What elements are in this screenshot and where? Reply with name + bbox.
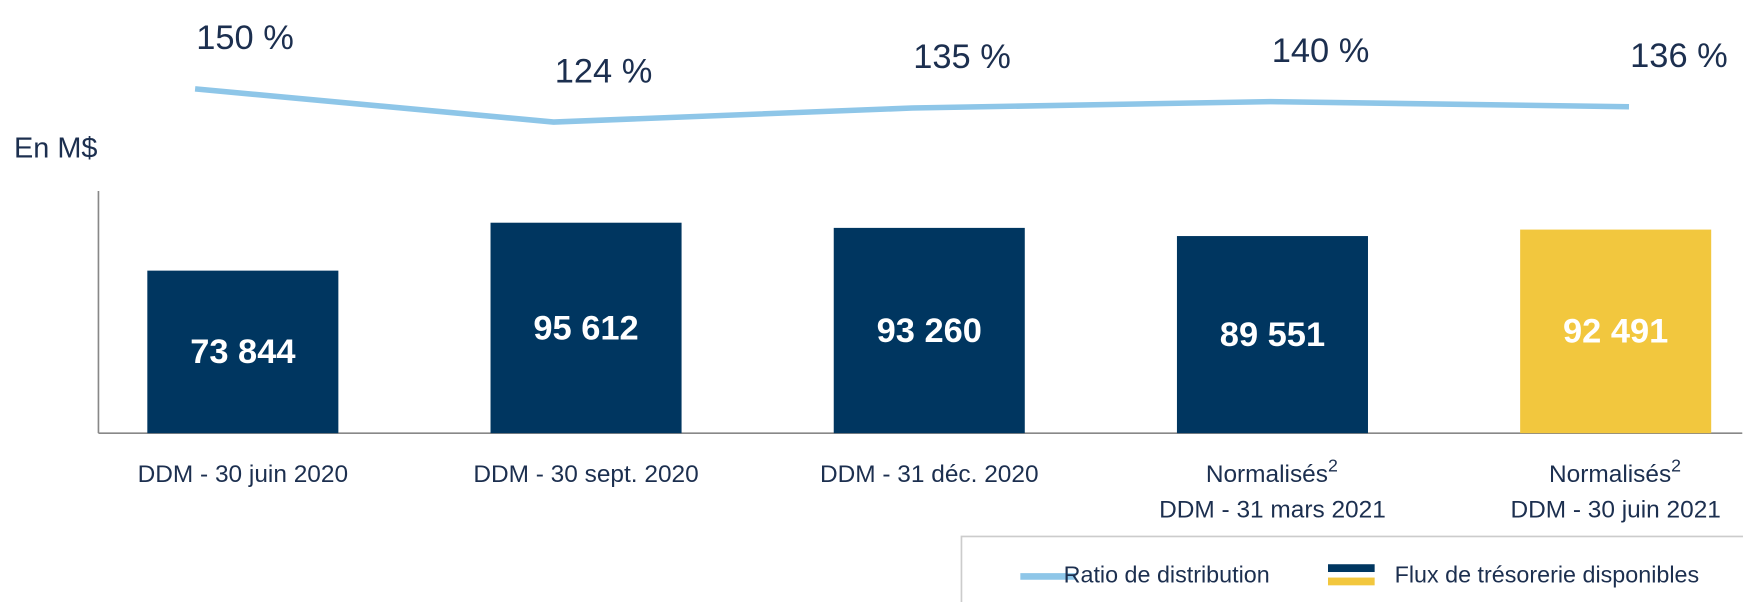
line-value-label: 140 % bbox=[1272, 32, 1370, 70]
legend-swatch-bar bbox=[1327, 577, 1375, 586]
x-tick-label: DDM - 30 juin 2020 bbox=[138, 461, 348, 488]
legend-label: Ratio de distribution bbox=[1064, 562, 1270, 588]
bar-value-label: 93 260 bbox=[877, 312, 982, 350]
x-tick-label: DDM - 30 juin 2021 bbox=[1510, 496, 1720, 523]
bar-value-label: 92 491 bbox=[1563, 313, 1668, 351]
bar bbox=[1176, 236, 1368, 434]
x-tick-label: Normalisés2 bbox=[1206, 455, 1338, 488]
x-tick-label: DDM - 30 sept. 2020 bbox=[473, 461, 698, 488]
bar-value-label: 89 551 bbox=[1220, 316, 1325, 354]
footnote-marker: 2 bbox=[1328, 455, 1338, 475]
x-tick-label: DDM - 31 mars 2021 bbox=[1159, 496, 1386, 523]
legend-label: Flux de trésorerie disponibles bbox=[1395, 562, 1700, 588]
bar bbox=[833, 227, 1025, 434]
legend-box bbox=[960, 535, 1743, 602]
bar bbox=[1520, 229, 1712, 434]
bar-value-label: 95 612 bbox=[533, 309, 638, 347]
x-tick-label: Normalisés2 bbox=[1549, 455, 1681, 488]
ratio-line bbox=[194, 86, 1630, 125]
bar-value-label: 73 844 bbox=[190, 333, 295, 371]
line-value-label: 124 % bbox=[555, 52, 653, 90]
footnote-marker: 2 bbox=[1671, 455, 1681, 475]
bar bbox=[147, 270, 339, 434]
legend-swatch-bar bbox=[1327, 564, 1375, 573]
line-value-label: 150 % bbox=[196, 19, 294, 57]
bar bbox=[490, 222, 682, 434]
line-value-label: 136 % bbox=[1630, 37, 1728, 75]
line-value-label: 135 % bbox=[913, 38, 1011, 76]
y-axis-label: En M$ bbox=[14, 133, 97, 165]
x-tick-label: DDM - 31 déc. 2020 bbox=[820, 461, 1039, 488]
